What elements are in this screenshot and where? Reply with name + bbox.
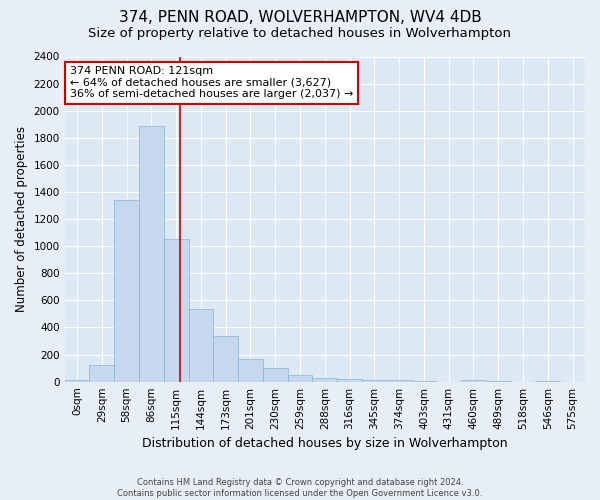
Bar: [412, 381, 436, 382]
Bar: [461, 380, 486, 382]
Text: Contains HM Land Registry data © Crown copyright and database right 2024.
Contai: Contains HM Land Registry data © Crown c…: [118, 478, 482, 498]
Bar: [387, 380, 412, 382]
Bar: [313, 378, 337, 382]
Text: 374, PENN ROAD, WOLVERHAMPTON, WV4 4DB: 374, PENN ROAD, WOLVERHAMPTON, WV4 4DB: [119, 10, 481, 25]
Bar: [188, 308, 214, 382]
Bar: [139, 126, 164, 382]
Bar: [362, 380, 387, 382]
Bar: [114, 200, 139, 382]
Text: Size of property relative to detached houses in Wolverhampton: Size of property relative to detached ho…: [89, 28, 511, 40]
Bar: [164, 240, 188, 382]
Bar: [214, 336, 238, 382]
Bar: [238, 358, 263, 382]
Bar: [263, 368, 287, 382]
X-axis label: Distribution of detached houses by size in Wolverhampton: Distribution of detached houses by size …: [142, 437, 508, 450]
Bar: [65, 380, 89, 382]
Text: 374 PENN ROAD: 121sqm
← 64% of detached houses are smaller (3,627)
36% of semi-d: 374 PENN ROAD: 121sqm ← 64% of detached …: [70, 66, 353, 100]
Bar: [89, 366, 114, 382]
Bar: [287, 375, 313, 382]
Bar: [486, 381, 511, 382]
Bar: [337, 379, 362, 382]
Bar: [535, 381, 560, 382]
Y-axis label: Number of detached properties: Number of detached properties: [15, 126, 28, 312]
